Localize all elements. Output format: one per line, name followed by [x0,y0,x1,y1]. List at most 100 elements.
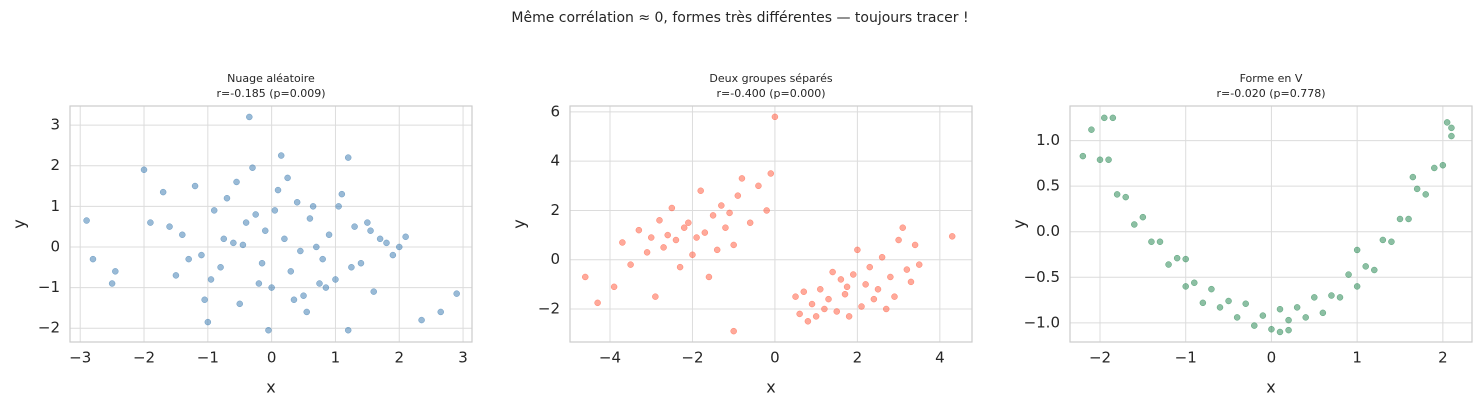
point [249,164,256,171]
point [281,235,288,243]
point [335,203,342,210]
point [255,280,263,287]
x-tick-label: −3 [69,349,91,367]
point [1285,316,1292,324]
y-tick-label: 0.0 [1036,222,1060,240]
point [453,290,460,297]
point [907,278,915,286]
point [376,235,384,243]
point [862,281,869,288]
point [627,261,634,268]
y-axis-label: y [1010,219,1029,228]
point [1122,193,1129,201]
point [850,271,857,278]
point [1105,156,1112,164]
point [619,239,626,246]
point [755,182,762,190]
x-axis-label: x [266,378,275,397]
point [866,263,873,271]
point [242,219,250,226]
y-tick-label: 2 [550,201,560,219]
point [1311,294,1318,301]
point [1379,236,1387,244]
point [825,295,832,303]
point [364,219,371,226]
point [1396,215,1404,223]
point [268,284,275,291]
point [271,207,279,214]
point [1448,132,1455,140]
point [1156,238,1164,246]
y-tick-label: −2 [538,299,560,317]
chart-title: Deux groupes séparés [709,72,832,85]
point [911,241,919,249]
point [319,255,326,263]
point [1293,304,1301,311]
x-tick-label: −2 [133,349,155,367]
point [1199,299,1207,307]
point [389,251,397,259]
x-tick-label: 0 [770,349,780,367]
point [1371,266,1378,274]
point [792,293,799,300]
point [701,229,709,236]
x-tick-label: 0 [267,349,277,367]
point [1101,114,1108,122]
point [1302,314,1309,321]
point [351,223,358,230]
point [887,273,894,281]
point [239,241,247,249]
point [843,283,851,291]
point [204,318,212,326]
point [594,299,601,307]
y-axis-label: y [510,219,529,228]
point [1405,215,1412,223]
point [1131,221,1138,228]
point [705,273,713,281]
point [656,217,663,224]
x-axis-label: x [1266,378,1275,397]
point [870,295,878,303]
x-tick-label: 4 [935,349,945,367]
point [812,313,820,320]
point [1439,161,1447,169]
point [140,166,148,174]
point [1448,124,1455,132]
point [1443,119,1451,126]
point [1182,283,1189,290]
point [718,202,725,209]
y-tick-label: 3 [50,116,60,134]
point [217,264,224,271]
point [734,192,742,199]
point [664,231,671,239]
y-tick-label: 0 [50,237,60,255]
point [668,204,676,212]
point [878,254,886,261]
point [672,236,680,244]
point [915,261,923,268]
y-tick-label: −0.5 [1024,268,1060,286]
point [348,264,355,271]
point [635,226,643,234]
point [874,286,882,293]
point [899,224,906,231]
point [948,233,956,240]
point [1276,328,1284,336]
point [676,263,684,271]
point [821,305,828,313]
point [1251,322,1258,329]
x-tick-label: 3 [458,349,468,367]
point [402,233,409,241]
point [396,243,403,251]
point [689,251,696,259]
point [252,211,259,218]
point [83,217,90,224]
point [738,175,746,182]
chart-subtitle: r=-0.020 (p=0.778) [1217,87,1326,100]
point [709,212,717,219]
point [290,296,298,304]
y-tick-label: −1 [38,278,60,296]
point [306,215,314,222]
point [207,276,215,283]
